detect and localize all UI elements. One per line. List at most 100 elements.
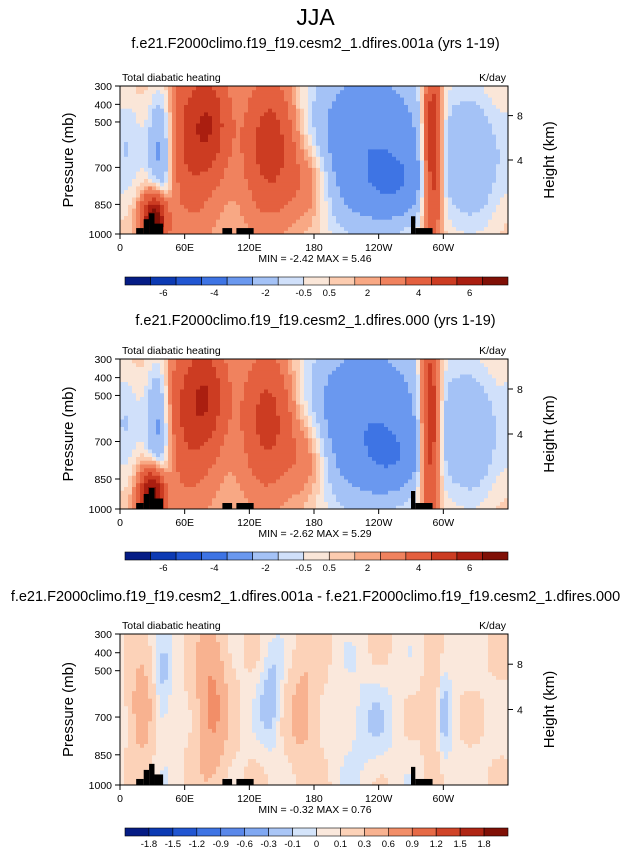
heatmap-cell [256,174,261,179]
heatmap-cell [164,471,169,476]
heatmap-cell [248,137,253,142]
heatmap-cell [208,208,213,213]
heatmap-cell [192,494,197,499]
heatmap-cell [384,197,389,202]
heatmap-cell [196,377,201,382]
heatmap-cell [500,226,505,231]
heatmap-cell [212,93,217,98]
heatmap-cell [400,178,405,183]
heatmap-cell [420,208,425,213]
heatmap-cell [128,497,133,502]
heatmap-cell [212,449,217,454]
heatmap-cell [496,119,501,124]
heatmap-cell [196,211,201,216]
heatmap-cell [164,148,169,154]
heatmap-cell [408,115,413,120]
heatmap-cell [196,163,201,168]
heatmap-cell [324,182,329,187]
heatmap-cell [340,163,345,168]
heatmap-cell [356,230,361,235]
heatmap-cell [288,200,293,205]
heatmap-cell [304,193,309,198]
heatmap-cell [404,137,409,142]
heatmap-cell [240,211,245,216]
heatmap-cell [220,430,225,435]
heatmap-cell [296,222,301,228]
heatmap-cell [384,141,389,146]
heatmap-cell [168,111,173,117]
heatmap-cell [192,396,197,401]
heatmap-cell [288,137,293,142]
heatmap-cell [484,215,489,220]
heatmap-cell [212,437,217,442]
heatmap-cell [436,126,441,131]
heatmap-cell [192,145,197,150]
heatmap-cell [312,222,317,228]
heatmap-cell [208,422,213,427]
heatmap-cell [232,222,237,228]
heatmap-cell [384,185,389,191]
heatmap-cell [320,141,325,146]
heatmap-cell [452,160,457,165]
heatmap-cell [380,115,385,120]
heatmap-cell [500,145,505,150]
heatmap-cell [120,111,125,117]
heatmap-cell [156,452,161,457]
heatmap-cell [184,145,189,150]
heatmap-cell [172,490,177,495]
heatmap-cell [476,137,481,142]
heatmap-cell [348,174,353,179]
heatmap-cell [360,193,365,198]
heatmap-cell [216,145,221,150]
heatmap-cell [384,160,389,165]
heatmap-cell [248,93,253,98]
heatmap-cell [392,174,397,179]
heatmap-cell [152,464,157,469]
heatmap-cell [340,141,345,146]
heatmap-cell [128,479,133,484]
heatmap-cell [216,475,221,480]
heatmap-cell [488,134,493,139]
heatmap-cell [324,100,329,105]
heatmap-cell [192,467,197,472]
heatmap-cell [216,377,221,382]
heatmap-cell [292,126,297,131]
heatmap-cell [156,197,161,202]
heatmap-cell [352,215,357,220]
heatmap-cell [120,366,125,371]
heatmap-cell [356,167,361,172]
heatmap-cell [436,119,441,124]
heatmap-cell [136,434,141,439]
heatmap-cell [156,482,161,487]
heatmap-cell [160,456,165,461]
heatmap-cell [192,226,197,231]
heatmap-cell [144,490,149,495]
heatmap-cell [232,100,237,105]
heatmap-cell [156,471,161,476]
x-tick-label: 120W [365,242,393,254]
heatmap-cell [392,148,397,154]
heatmap-cell [168,145,173,150]
heatmap-cell [452,182,457,187]
heatmap-cell [292,156,297,161]
heatmap-cell [156,93,161,98]
heatmap-cell [280,189,285,194]
heatmap-cell [444,160,449,165]
heatmap-cell [396,211,401,216]
heatmap-cell [296,119,301,124]
heatmap-cell [424,193,429,198]
heatmap-cell [124,160,129,165]
heatmap-cell [244,89,249,94]
heatmap-cell [152,482,157,487]
heatmap-cell [184,497,189,502]
heatmap-cell [120,486,125,491]
heatmap-cell [200,89,205,94]
heatmap-cell [388,130,393,135]
heatmap-cell [260,104,265,109]
heatmap-cell [192,479,197,484]
heatmap-cell [476,208,481,213]
heatmap-cell [200,167,205,172]
heatmap-cell [164,130,169,135]
heatmap-cell [480,104,485,109]
heatmap-cell [336,104,341,109]
